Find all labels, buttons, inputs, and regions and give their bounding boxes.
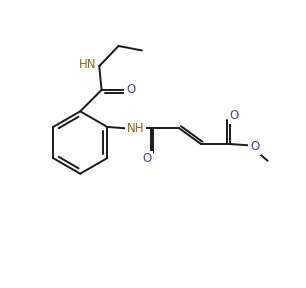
Text: NH: NH	[127, 122, 144, 135]
Text: O: O	[230, 109, 239, 122]
Text: O: O	[142, 152, 151, 165]
Text: O: O	[126, 84, 135, 96]
Text: HN: HN	[79, 58, 97, 71]
Text: O: O	[250, 140, 259, 153]
